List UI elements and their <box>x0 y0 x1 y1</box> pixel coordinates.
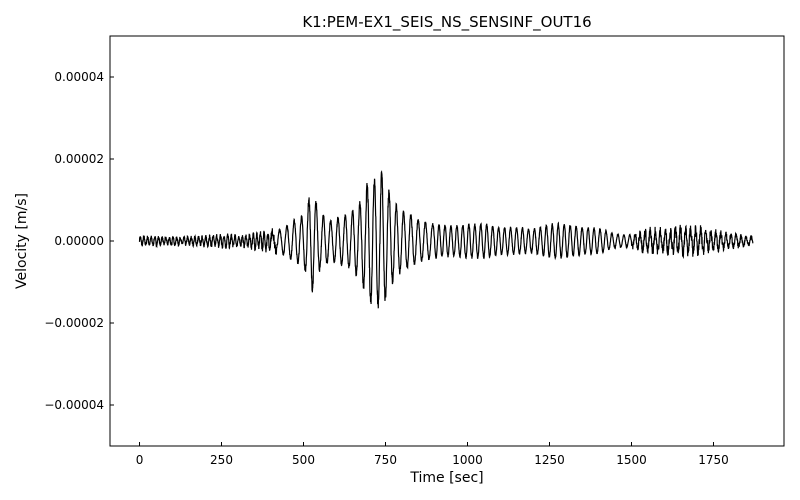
y-tick-label: 0.00004 <box>54 70 104 84</box>
y-tick-label: 0.00002 <box>54 152 104 166</box>
series-line <box>138 170 754 309</box>
y-tick-label: 0.00000 <box>54 234 104 248</box>
x-tick-label: 0 <box>136 453 144 467</box>
y-tick-label: −0.00004 <box>44 398 104 412</box>
x-tick-label: 1000 <box>452 453 483 467</box>
plot-area <box>109 35 785 447</box>
x-axis: 0 250 500 750 1000 1250 1500 1750 <box>136 442 729 467</box>
y-axis-label: Velocity [m/s] <box>14 193 30 289</box>
chart-title: K1:PEM-EX1_SEIS_NS_SENSINF_OUT16 <box>302 13 591 32</box>
x-tick-label: 1500 <box>616 453 647 467</box>
y-tick-label: −0.00002 <box>44 316 104 330</box>
x-tick-label: 1750 <box>698 453 729 467</box>
x-tick-label: 250 <box>210 453 233 467</box>
x-tick-label: 1250 <box>534 453 565 467</box>
y-axis: −0.00004 −0.00002 0.00000 0.00002 0.00004 <box>44 70 114 412</box>
x-axis-label: Time [sec] <box>409 470 483 486</box>
x-tick-label: 750 <box>374 453 397 467</box>
x-tick-label: 500 <box>292 453 315 467</box>
